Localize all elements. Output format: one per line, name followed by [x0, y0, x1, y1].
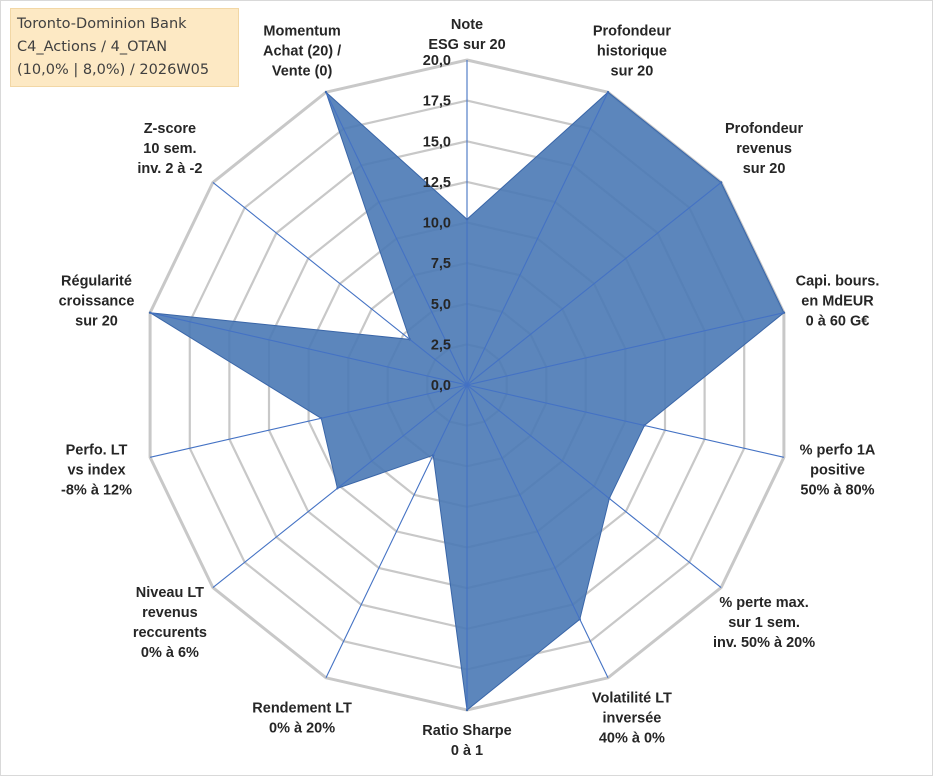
tick-label: 5,0 [431, 297, 451, 313]
axis-label: -8% à 12% [61, 483, 132, 499]
axis-label: 0 à 1 [451, 743, 483, 759]
axis-label: Profondeur [593, 24, 671, 40]
axis-label: ESG sur 20 [428, 37, 505, 53]
axis-label: Profondeur [725, 121, 803, 137]
axis-spoke [466, 384, 722, 589]
axis-spoke [212, 181, 468, 386]
axis-label: inv. 50% à 20% [713, 635, 815, 651]
portfolio-label: C4_Actions / 4_OTAN [17, 39, 168, 55]
axis-spoke [212, 384, 468, 589]
axis-label: sur 20 [75, 313, 118, 329]
axis-label: % perfo 1A [800, 443, 876, 459]
tick-label: 2,5 [431, 337, 451, 353]
axis-label: Note [451, 17, 483, 33]
axis-spoke [466, 384, 785, 458]
axis-label: 0% à 20% [269, 720, 335, 736]
axis-label: 0% à 6% [141, 645, 199, 661]
axis-label: 50% à 80% [800, 483, 874, 499]
axis-label: sur 20 [611, 64, 654, 80]
axis-label: Z-score [144, 121, 196, 137]
axis-spoke [466, 91, 609, 386]
axis-spoke [466, 312, 785, 386]
axis-label: Capi. bours. [796, 273, 880, 289]
tick-label: 12,5 [423, 175, 451, 191]
axis-spoke [325, 384, 468, 679]
axis-spoke [466, 384, 609, 679]
axis-spoke [325, 91, 468, 386]
info-box: Toronto-Dominion Bank C4_Actions / 4_OTA… [10, 8, 239, 87]
radial-tick-labels: 0,0 2,5 5,0 7,5 10,0 12,5 15,0 17,5 20,0 [423, 53, 451, 394]
axis-label: Vente (0) [272, 64, 333, 80]
tick-label: 15,0 [423, 134, 451, 150]
axis-label: Perfo. LT [66, 443, 128, 459]
axis-label: Momentum [263, 24, 340, 40]
tick-label: 17,5 [423, 94, 451, 110]
axis-labels: Note ESG sur 20 Profondeur historique sur 20… [59, 17, 880, 759]
axis-label: % perte max. [719, 595, 808, 611]
tick-label: 20,0 [423, 53, 451, 69]
axis-label: 0 à 60 G€ [806, 313, 870, 329]
axis-label: Volatilité LT [592, 690, 672, 706]
axis-label: en MdEUR [801, 293, 874, 309]
axis-spokes [149, 60, 785, 710]
axis-label: revenus [142, 605, 198, 621]
tick-label: 7,5 [431, 256, 451, 272]
tick-label: 10,0 [423, 216, 451, 232]
axis-label: sur 20 [743, 161, 786, 177]
axis-label: Régularité [61, 273, 132, 289]
axis-label: 40% à 0% [599, 730, 665, 746]
axis-label: sur 1 sem. [728, 615, 800, 631]
company-name: Toronto-Dominion Bank [17, 16, 187, 32]
axis-label: Achat (20) / [263, 44, 341, 60]
axis-label: historique [597, 44, 667, 60]
axis-label: 10 sem. [143, 141, 196, 157]
axis-label: Ratio Sharpe [422, 723, 511, 739]
axis-label: inversée [602, 710, 661, 726]
axis-spoke [149, 312, 468, 386]
axis-label: revenus [736, 141, 792, 157]
axis-spoke [149, 384, 468, 458]
axis-label: Rendement LT [252, 700, 352, 716]
tick-label: 0,0 [431, 378, 451, 394]
axis-label: reccurents [133, 625, 207, 641]
axis-label: positive [810, 463, 865, 479]
axis-label: inv. 2 à -2 [137, 161, 202, 177]
axis-label: vs index [67, 463, 125, 479]
axis-spoke [466, 181, 722, 386]
weights-period: (10,0% | 8,0%) / 2026W05 [17, 62, 210, 78]
axis-label: Niveau LT [136, 585, 204, 601]
axis-label: croissance [59, 293, 135, 309]
